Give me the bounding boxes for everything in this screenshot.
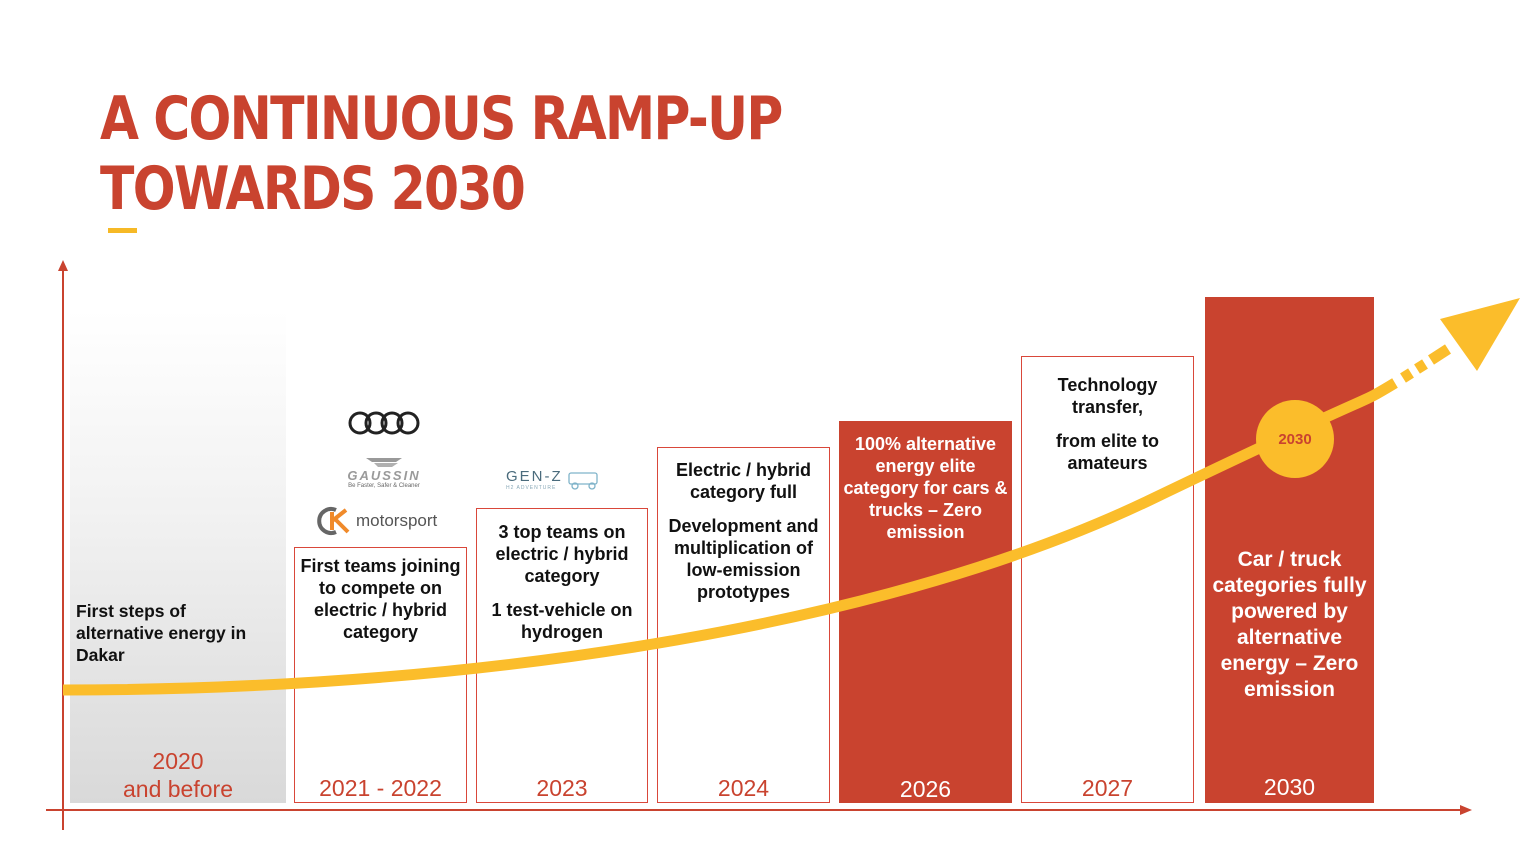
- truck-icon: [568, 471, 598, 490]
- stage-2023-text: 3 top teams on electric / hybrid categor…: [491, 522, 633, 642]
- growth-curve: [62, 298, 1520, 696]
- stage-2024-year: 2024: [717, 775, 770, 801]
- genz-name: GEN-Z: [506, 468, 563, 485]
- gaussin-name: GAUSSIN: [347, 468, 421, 483]
- stage-2026-text: 100% alternative energy elite category f…: [843, 434, 1008, 542]
- x-axis: [46, 805, 1472, 815]
- title-line-1: A CONTINUOUS RAMP-UP: [100, 84, 783, 154]
- growth-arrow-head: [1440, 298, 1520, 371]
- audi-logo: [348, 410, 420, 436]
- stage-2030-year: 2030: [1263, 774, 1316, 800]
- stage-2023-box: 3 top teams on electric / hybrid categor…: [476, 508, 648, 803]
- genz-logo: GEN-Z H2 ADVENTURE: [506, 468, 603, 491]
- stage-2027-year: 2027: [1081, 775, 1134, 801]
- stage-2020-text: First steps of alternative energy in Dak…: [76, 601, 247, 665]
- stage-2026-box: 100% alternative energy elite category f…: [839, 421, 1012, 803]
- genz-tagline: H2 ADVENTURE: [506, 485, 557, 491]
- stage-2030-box: Car / truck categories fully powered by …: [1205, 297, 1374, 803]
- gaussin-logo: GAUSSIN Be Faster, Safer & Cleaner: [336, 456, 432, 489]
- title-accent-bar: [108, 228, 137, 233]
- stage-2024-text: Electric / hybrid category full Developm…: [668, 460, 819, 602]
- page-title: A CONTINUOUS RAMP-UP TOWARDS 2030: [100, 84, 783, 224]
- stage-2027-box: Technology transfer, from elite to amate…: [1021, 356, 1194, 803]
- motorsport-name: motorsport: [356, 511, 438, 530]
- gck-icon: [317, 507, 350, 535]
- stage-2023-year: 2023: [536, 775, 588, 801]
- stage-2021-2022-year: 2021 - 2022: [319, 775, 442, 801]
- audi-rings-icon: [348, 411, 420, 435]
- stage-2021-2022-text: First teams joining to compete on electr…: [300, 556, 461, 642]
- motorsport-logo: motorsport: [316, 506, 437, 536]
- y-axis: [58, 260, 68, 830]
- stage-2030-text: Car / truck categories fully powered by …: [1212, 548, 1367, 701]
- title-line-2: TOWARDS 2030: [100, 154, 526, 224]
- gaussin-tagline: Be Faster, Safer & Cleaner: [348, 483, 420, 489]
- curve-marker-2030: 2030: [1256, 400, 1334, 478]
- stage-2027-text: Technology transfer, from elite to amate…: [1055, 375, 1159, 473]
- stage-2020-year: 2020 and before: [123, 748, 233, 802]
- stage-2020-box: First steps of alternative energy in Dak…: [70, 310, 286, 803]
- stage-2026-year: 2026: [899, 776, 952, 802]
- gaussin-mark-icon: [366, 458, 402, 467]
